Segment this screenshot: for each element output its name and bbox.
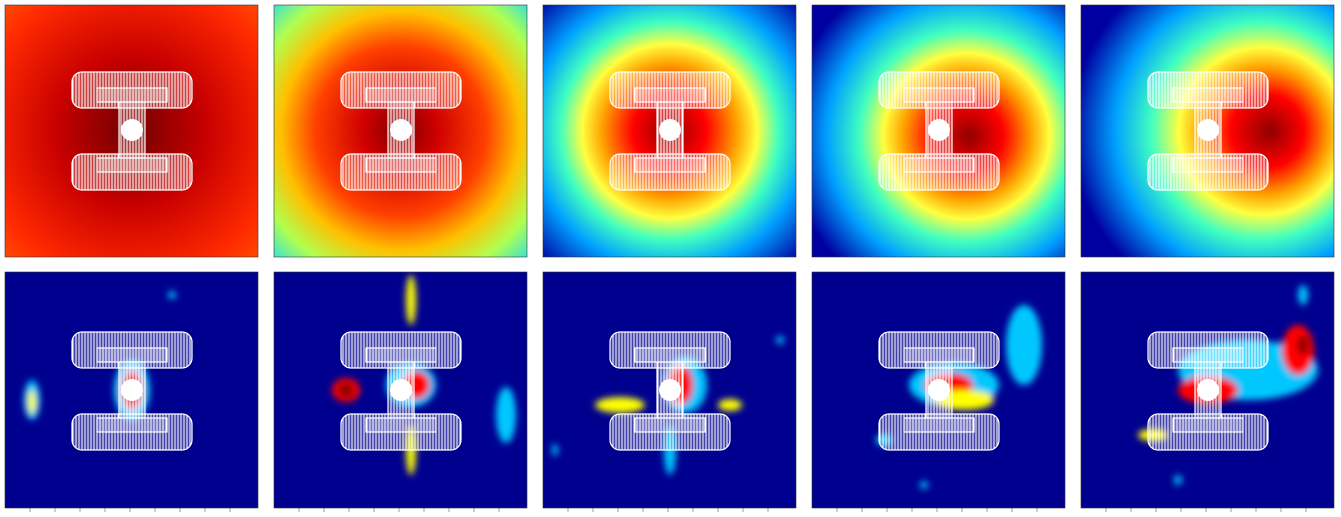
field-panel	[4, 4, 259, 258]
robot-wheel	[365, 157, 437, 173]
robot-wheel	[1172, 157, 1244, 173]
robot-wheel	[365, 417, 437, 433]
robot-wheel	[96, 87, 168, 103]
field-panel	[542, 4, 797, 258]
robot-wheel	[634, 417, 706, 433]
robot-wheel	[903, 157, 975, 173]
heat-blob	[406, 275, 416, 325]
heat-blob	[1174, 475, 1182, 485]
robot-sensor	[659, 119, 681, 141]
detection-panel	[811, 271, 1066, 512]
detection-panel	[1080, 271, 1335, 512]
robot-sensor	[928, 119, 950, 141]
robot-sensor	[121, 379, 143, 401]
robot-wheel	[634, 347, 706, 363]
robot-wheel	[365, 347, 437, 363]
heat-blob	[1298, 285, 1308, 305]
robot-sensor	[390, 119, 412, 141]
heat-blob	[28, 390, 36, 414]
robot-sensor	[1197, 119, 1219, 141]
robot-wheel	[96, 417, 168, 433]
robot-wheel	[96, 157, 168, 173]
field-panel	[273, 4, 528, 258]
robot-wheel	[96, 347, 168, 363]
robot-wheel	[634, 157, 706, 173]
field-panel	[1080, 4, 1335, 258]
robot-sensor	[659, 379, 681, 401]
heat-blob	[1297, 335, 1309, 355]
robot-sensor	[390, 379, 412, 401]
robot-wheel	[903, 87, 975, 103]
heat-blob	[168, 291, 176, 299]
detection-panel	[542, 271, 797, 512]
heat-blob	[718, 399, 742, 411]
heat-blob	[920, 481, 928, 489]
heat-blob	[1006, 305, 1042, 385]
heat-blob	[776, 336, 784, 344]
robot-sensor	[928, 379, 950, 401]
robot-wheel	[903, 417, 975, 433]
robot-wheel	[634, 87, 706, 103]
robot-wheel	[903, 347, 975, 363]
robot-sensor	[121, 119, 143, 141]
heat-blob	[338, 382, 354, 398]
robot-wheel	[365, 87, 437, 103]
heat-blob	[496, 387, 516, 443]
detection-panel	[273, 271, 528, 512]
robot-sensor	[1197, 379, 1219, 401]
robot-wheel	[1172, 417, 1244, 433]
detection-panel	[4, 271, 259, 512]
robot-wheel	[1172, 87, 1244, 103]
robot-wheel	[1172, 347, 1244, 363]
heat-blob	[552, 444, 558, 456]
heat-blob	[595, 397, 645, 413]
field-panel	[811, 4, 1066, 258]
